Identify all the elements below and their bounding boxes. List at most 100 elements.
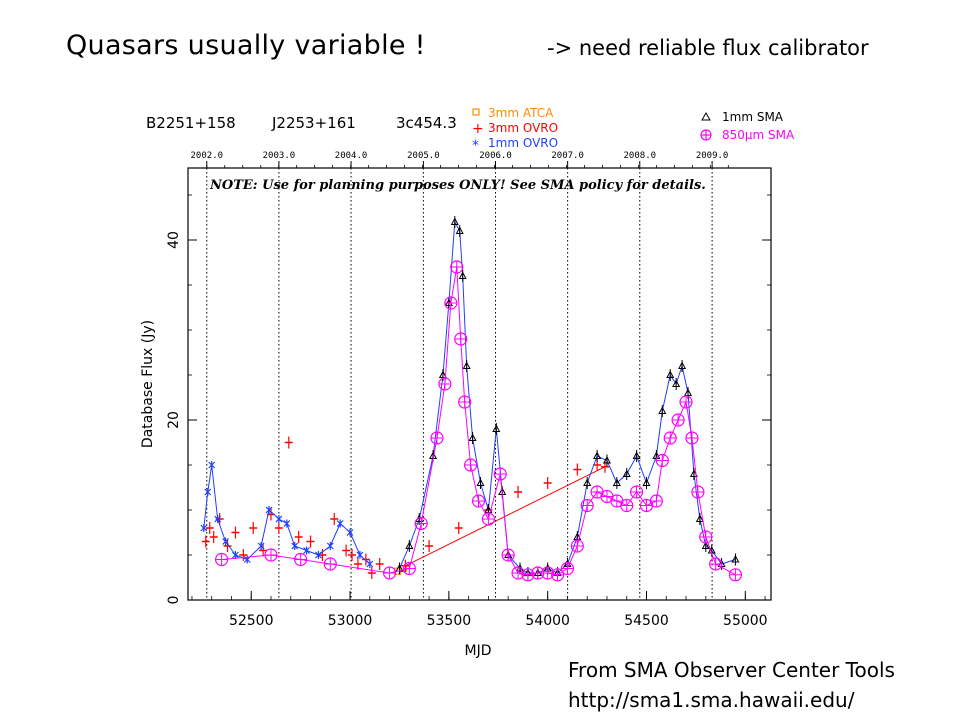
data-point (679, 395, 693, 409)
y-tick-label: 0 (166, 596, 182, 605)
data-point (342, 544, 351, 557)
x-tick-label: 52500 (229, 613, 274, 629)
data-point (695, 513, 704, 525)
series-line-2 (203, 464, 371, 565)
series-line-4 (221, 266, 736, 576)
data-point-triangle (731, 554, 740, 563)
legend-label-3mm-ovro: 3mm OVRO (488, 121, 558, 135)
data-point (699, 530, 713, 544)
data-point (264, 548, 278, 562)
data-point (658, 405, 667, 417)
data-point (632, 450, 641, 462)
data-point-triangle (602, 455, 612, 464)
slide-title: Quasars usually variable ! (66, 30, 426, 61)
data-point (454, 522, 463, 534)
data-point (223, 540, 232, 552)
data-point (663, 431, 677, 445)
y-tick-label: 40 (166, 231, 182, 249)
data-point (430, 431, 444, 445)
data-point (458, 395, 472, 409)
data-point (275, 515, 283, 523)
data-point (728, 568, 743, 582)
data-point-triangle (458, 271, 467, 279)
data-point (414, 516, 428, 531)
data-point (573, 463, 582, 476)
data-point (649, 494, 663, 508)
data-point (348, 549, 357, 561)
top-axis-year-label: 2003.0 (263, 151, 296, 161)
source-name-2: J2253+161 (271, 114, 356, 132)
data-point (249, 522, 258, 534)
data-point-triangle (462, 361, 471, 369)
data-point (204, 488, 212, 496)
data-point (620, 498, 634, 513)
data-point (630, 485, 644, 499)
data-point (315, 551, 322, 559)
data-point (231, 526, 240, 539)
data-point (291, 542, 299, 550)
slide-subtitle: -> need reliable flux calibrator (547, 36, 869, 60)
data-point (672, 378, 681, 390)
data-point-triangle (468, 433, 477, 441)
data-point (731, 553, 740, 566)
data-point (570, 539, 584, 553)
data-point (464, 458, 478, 472)
legend-left: 3mm ATCA + 3mm OVRO * 1mm OVRO (472, 106, 558, 154)
data-point (205, 522, 214, 534)
data-point-triangle (450, 217, 459, 225)
data-point (666, 369, 675, 381)
data-point-triangle (405, 541, 414, 549)
credit-line-2: http://sma1.sma.hawaii.edu/ (568, 688, 855, 712)
data-point (438, 369, 447, 381)
data-point (232, 551, 239, 559)
data-point (294, 552, 308, 567)
data-point (367, 567, 376, 579)
data-point (476, 477, 485, 489)
data-point (678, 360, 687, 372)
data-point-triangle (455, 226, 464, 234)
data-point (361, 553, 370, 566)
data-point (709, 557, 723, 571)
data-point (462, 360, 471, 372)
x-tick-label: 53000 (328, 613, 373, 629)
data-point (602, 454, 612, 467)
data-point-triangle (492, 424, 501, 432)
legend-swatch-850um-sma (700, 129, 712, 141)
data-point (642, 477, 651, 489)
data-point (493, 467, 507, 481)
data-point (514, 486, 523, 498)
legend-right: 1mm SMA 850µm SMA (700, 110, 795, 142)
top-axis-year-label: 2002.0 (191, 151, 224, 161)
data-point (450, 260, 464, 274)
data-point-triangle (476, 478, 485, 486)
data-point-triangle (632, 451, 641, 459)
data-point (685, 431, 699, 445)
data-point (481, 512, 495, 526)
data-point (612, 477, 621, 489)
data-point (583, 477, 592, 489)
series-connector-3mm-ovro (405, 466, 606, 567)
data-point (239, 549, 248, 561)
data-point (450, 216, 459, 228)
data-point (655, 453, 669, 468)
data-point (222, 537, 229, 546)
data-point (303, 546, 311, 555)
planning-note: NOTE: Use for planning purposes ONLY! Se… (209, 178, 706, 193)
data-point-triangle (658, 406, 667, 414)
data-point (259, 544, 268, 557)
x-tick-label: 53500 (427, 613, 472, 629)
axes: 2002.0 2003.0 2004.0 2005.0 2006.0 2007.0 2008… (166, 151, 771, 629)
source-name-3: 3c454.3 (396, 114, 457, 132)
top-axis-year-label: 2005.0 (407, 151, 440, 161)
source-credit: From SMA Observer Center Tools http://sm… (568, 655, 895, 715)
data-point (438, 377, 452, 391)
data-point (543, 477, 552, 489)
data-point-triangle (593, 451, 602, 459)
data-point (501, 548, 515, 562)
data-point (318, 549, 327, 561)
credit-line-1: From SMA Observer Center Tools (568, 658, 895, 682)
data-point (346, 528, 354, 537)
data-point (468, 432, 477, 444)
data-point (683, 387, 693, 399)
